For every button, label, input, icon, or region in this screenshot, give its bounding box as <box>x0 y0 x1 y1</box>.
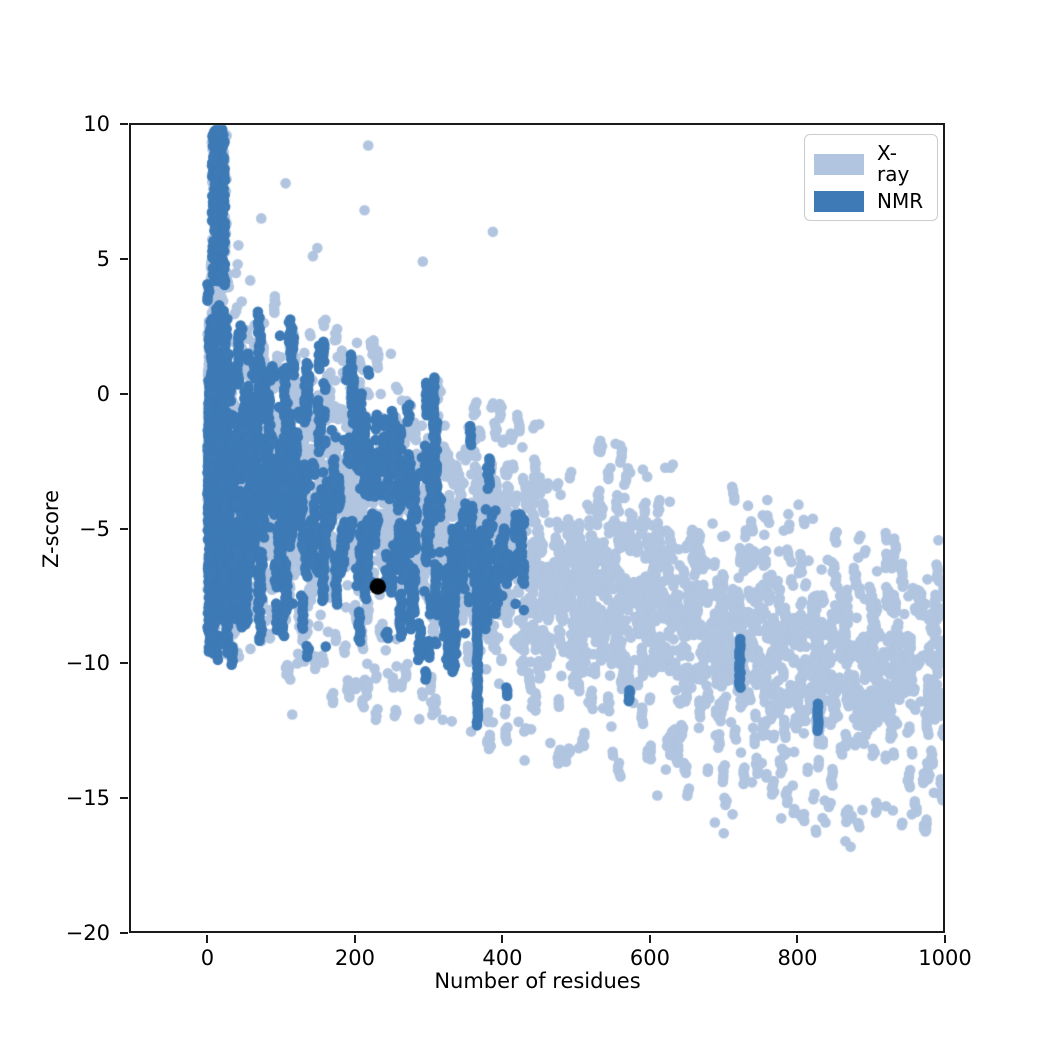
y-tick-mark <box>120 527 128 530</box>
y-axis-label: Z-score <box>39 489 63 569</box>
legend-entry: X-ray <box>814 143 928 185</box>
x-tick-label: 1000 <box>918 946 972 970</box>
legend-swatch <box>814 191 864 212</box>
legend: X-ray NMR <box>804 134 938 221</box>
y-tick-label: −15 <box>65 786 110 811</box>
y-tick-label: −10 <box>65 651 110 676</box>
y-tick-label: 5 <box>96 246 110 271</box>
x-tick-mark <box>796 935 799 943</box>
legend-label: NMR <box>877 189 924 213</box>
x-tick-mark <box>206 935 209 943</box>
y-tick-mark <box>120 123 128 125</box>
x-tick-label: 400 <box>482 946 523 970</box>
legend-label: X-ray <box>877 141 910 186</box>
x-tick-mark <box>648 935 651 943</box>
y-tick-mark <box>120 797 128 800</box>
y-tick-mark <box>120 932 128 934</box>
x-tick-mark <box>501 935 504 943</box>
legend-swatch <box>814 153 864 175</box>
y-tick-mark <box>120 392 128 395</box>
x-tick-mark <box>944 935 946 943</box>
y-tick-label: −20 <box>65 921 110 945</box>
y-tick-mark <box>120 662 128 665</box>
y-tick-mark <box>120 257 128 260</box>
y-tick-label: −5 <box>79 516 110 541</box>
y-tick-label: 0 <box>96 381 110 406</box>
legend-entry: NMR <box>814 191 928 212</box>
x-tick-mark <box>353 935 356 943</box>
x-tick-label: 200 <box>334 946 375 970</box>
x-axis-label: Number of residues <box>434 969 641 993</box>
x-tick-label: 800 <box>777 946 818 970</box>
x-tick-label: 600 <box>629 946 671 970</box>
y-tick-label: 10 <box>83 112 110 136</box>
x-tick-label: 0 <box>200 946 215 970</box>
